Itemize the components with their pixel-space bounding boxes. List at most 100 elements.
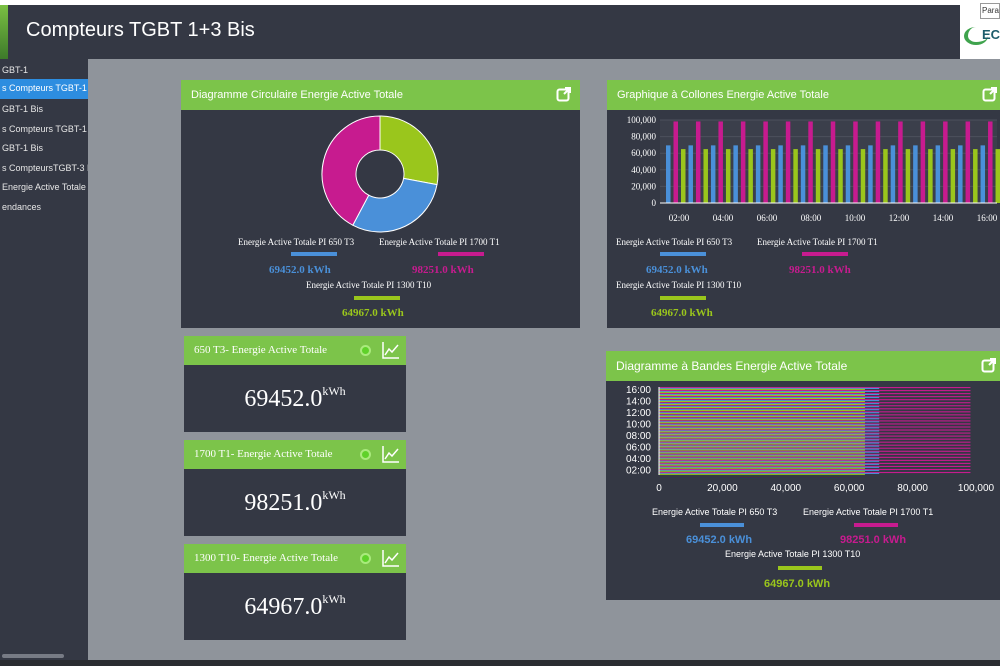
- sidebar-item[interactable]: endances: [2, 202, 42, 212]
- band-bar: [659, 403, 880, 405]
- bar: [755, 145, 761, 203]
- sidebar: GBT-1 s Compteurs TGBT-1 GBT-1 Bis s Com…: [0, 59, 88, 666]
- line-chart-icon[interactable]: [381, 340, 401, 360]
- bar: [868, 145, 873, 203]
- bar: [815, 149, 821, 203]
- status-dot-icon: [360, 553, 371, 564]
- legend-label-t1: Energie Active Totale PI 1700 T1: [803, 507, 934, 517]
- legend-label-t1: Energie Active Totale PI 1700 T1: [757, 237, 878, 247]
- legend-swatch-t3: [291, 252, 337, 256]
- band-bar: [659, 451, 880, 453]
- taskbar: [0, 660, 1000, 666]
- bar: [890, 145, 896, 203]
- external-link-icon[interactable]: [556, 86, 572, 102]
- legend-label-t10: Energie Active Totale PI 1300 T10: [725, 549, 861, 559]
- band-bar: [659, 438, 971, 440]
- band-bar: [659, 454, 880, 456]
- external-link-icon[interactable]: [981, 357, 997, 373]
- column-chart: 0 20,000 40,000 60,000 80,000 100,000 02:00 04:…: [627, 115, 1000, 223]
- band-bar: [659, 463, 880, 465]
- band-bar: [659, 418, 880, 420]
- bar: [733, 145, 738, 203]
- band-bar: [659, 405, 971, 407]
- sidebar-scrollbar[interactable]: [2, 654, 64, 658]
- x-tick-label: 0: [656, 483, 662, 494]
- band-bar: [659, 397, 865, 400]
- band-bar: [659, 388, 865, 390]
- sidebar-item[interactable]: Energie Active Totale: [2, 182, 86, 192]
- status-dot-icon: [360, 449, 371, 460]
- sidebar-item[interactable]: s CompteursTGBT-3 B: [2, 163, 88, 173]
- pie-chart: [321, 115, 439, 233]
- legend-label-t1: Energie Active Totale PI 1700 T1: [379, 237, 500, 247]
- line-chart-icon[interactable]: [381, 444, 401, 464]
- legend-value-t1: 98251.0 kWh: [412, 264, 474, 276]
- band-bar: [659, 393, 880, 396]
- bar: [950, 149, 956, 203]
- band-bar: [659, 473, 865, 475]
- kpi-value: 69452.0kWh: [244, 384, 346, 412]
- external-link-icon[interactable]: [982, 86, 998, 102]
- legend-swatch-t3: [700, 523, 744, 527]
- legend-value-t10: 64967.0 kWh: [342, 307, 404, 319]
- band-bar: [659, 416, 865, 418]
- kpi-title: 650 T3- Energie Active Totale: [194, 344, 328, 356]
- band-bar: [659, 431, 865, 433]
- legend-label-t10: Energie Active Totale PI 1300 T10: [616, 280, 742, 290]
- status-dot-icon: [360, 345, 371, 356]
- x-tick-label: 02:00: [669, 213, 690, 223]
- legend-value-t1: 98251.0 kWh: [840, 534, 907, 546]
- legend-swatch-t1: [802, 252, 848, 256]
- band-bar: [659, 470, 865, 472]
- bar: [673, 121, 678, 203]
- bar: [830, 121, 836, 203]
- bar: [995, 149, 1000, 203]
- y-tick-label: 14:00: [626, 397, 651, 408]
- sidebar-item[interactable]: GBT-1: [2, 65, 29, 75]
- sidebar-item[interactable]: GBT-1 Bis: [2, 104, 44, 114]
- x-tick-label: 40,000: [771, 483, 802, 494]
- x-tick-label: 60,000: [834, 483, 865, 494]
- bar: [935, 145, 941, 203]
- brand-swoosh-icon: [964, 27, 988, 45]
- band-bar: [659, 440, 865, 442]
- band-bar: [659, 436, 880, 438]
- band-bar: [659, 453, 971, 455]
- bar: [808, 121, 813, 203]
- y-tick-label: 80,000: [631, 132, 656, 142]
- band-bar: [659, 390, 971, 392]
- pie-panel: Diagramme Circulaire Energie Active Tota…: [181, 80, 580, 328]
- line-chart-icon[interactable]: [381, 548, 401, 568]
- band-bar: [659, 432, 971, 434]
- kpi-card-t10: 1300 T10- Energie Active Totale 64967.0k…: [184, 544, 406, 640]
- bar: [883, 149, 888, 203]
- sidebar-item[interactable]: GBT-1 Bis: [2, 143, 44, 153]
- band-bar: [659, 413, 865, 415]
- band-bar: [659, 425, 865, 427]
- sidebar-item-active[interactable]: s Compteurs TGBT-1: [0, 79, 88, 99]
- band-bar: [659, 462, 971, 464]
- band-bar: [659, 442, 880, 444]
- kpi-card-t1: 1700 T1- Energie Active Totale 98251.0kW…: [184, 440, 406, 536]
- bar: [853, 121, 858, 203]
- band-bar: [659, 400, 865, 403]
- band-bar: [659, 455, 865, 457]
- band-bar: [659, 467, 865, 469]
- x-tick-label: 06:00: [757, 213, 778, 223]
- bar: [845, 145, 851, 203]
- y-tick-label: 10:00: [626, 420, 651, 431]
- x-tick-label: 10:00: [845, 213, 866, 223]
- band-bar: [659, 427, 880, 429]
- band-panel-title: Diagramme à Bandes Energie Active Totale: [606, 351, 1000, 381]
- app-header: Compteurs TGBT 1+3 Bis EC: [0, 5, 1000, 59]
- band-bar: [659, 419, 865, 421]
- sidebar-item[interactable]: s Compteurs TGBT-1: [2, 124, 87, 134]
- band-bar: [659, 423, 971, 425]
- x-tick-label: 100,000: [958, 483, 995, 494]
- band-bar: [659, 424, 880, 426]
- band-bar: [659, 434, 865, 436]
- legend-swatch-t10: [778, 566, 822, 570]
- band-bar: [659, 399, 971, 401]
- band-bar: [659, 466, 880, 468]
- band-bar: [659, 414, 971, 416]
